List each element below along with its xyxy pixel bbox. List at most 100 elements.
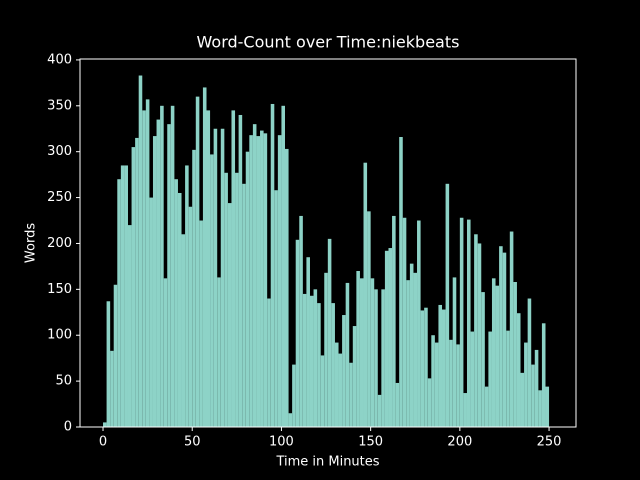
bar xyxy=(459,217,464,427)
bar xyxy=(142,110,146,428)
y-tick-label: 0 xyxy=(64,420,72,435)
bar xyxy=(188,206,193,427)
bar xyxy=(402,217,407,427)
bar xyxy=(285,148,289,427)
bar xyxy=(409,263,414,427)
bar xyxy=(327,238,332,427)
bar xyxy=(509,231,514,427)
bar xyxy=(520,372,525,427)
y-tick-label: 400 xyxy=(47,52,72,67)
bar xyxy=(313,289,318,427)
bar xyxy=(452,277,457,427)
bar xyxy=(445,183,450,427)
bar xyxy=(320,355,325,427)
bar xyxy=(481,292,485,427)
y-tick-label: 150 xyxy=(47,282,72,297)
x-tick-label: 0 xyxy=(99,435,107,450)
bar xyxy=(281,105,286,428)
bar xyxy=(202,87,207,427)
bar xyxy=(260,130,264,427)
bar xyxy=(399,137,403,427)
bar xyxy=(113,284,118,427)
bar xyxy=(263,133,268,427)
y-tick-label: 300 xyxy=(47,144,72,159)
bar xyxy=(463,393,467,427)
x-axis-label: Time in Minutes xyxy=(275,455,379,470)
bar xyxy=(302,293,307,427)
bar xyxy=(181,234,186,427)
bar xyxy=(466,219,471,427)
bar xyxy=(149,197,153,427)
chart-title: Word-Count over Time:niekbeats xyxy=(197,33,460,52)
bar xyxy=(356,270,360,427)
bar xyxy=(270,103,275,427)
bar xyxy=(349,362,353,427)
bar xyxy=(224,172,228,427)
bar xyxy=(477,243,482,427)
bar xyxy=(210,154,214,427)
bar xyxy=(206,110,211,428)
bar xyxy=(395,382,400,427)
bar xyxy=(370,278,375,427)
y-tick-label: 100 xyxy=(47,328,72,343)
bar xyxy=(417,220,421,427)
bar xyxy=(124,165,128,428)
bar xyxy=(427,378,432,427)
bar xyxy=(491,278,496,427)
bar xyxy=(220,128,225,427)
bar xyxy=(195,96,200,427)
bar xyxy=(117,179,121,427)
bar xyxy=(456,344,460,427)
bar xyxy=(420,310,425,427)
bar xyxy=(484,386,489,427)
bar xyxy=(217,277,221,427)
bar xyxy=(288,413,293,427)
bar xyxy=(317,303,321,427)
bar xyxy=(516,313,521,427)
bar xyxy=(495,285,500,427)
bar xyxy=(431,335,435,427)
bar xyxy=(174,179,178,427)
bar xyxy=(213,128,218,427)
bar xyxy=(384,250,389,427)
bar xyxy=(392,215,396,427)
bar xyxy=(345,282,350,427)
bar xyxy=(277,135,282,428)
bar xyxy=(438,304,443,427)
bar xyxy=(199,220,203,427)
bar xyxy=(127,225,132,427)
bar xyxy=(177,192,182,427)
bar xyxy=(131,147,136,428)
bar xyxy=(324,272,328,427)
x-tick-label: 250 xyxy=(537,435,562,450)
bar xyxy=(192,149,196,427)
bar xyxy=(342,315,346,427)
bar xyxy=(252,124,257,427)
y-tick-label: 250 xyxy=(47,190,72,205)
bar xyxy=(470,331,475,427)
bar xyxy=(170,105,175,428)
x-tick-label: 50 xyxy=(184,435,201,450)
bar xyxy=(474,234,478,427)
x-tick-label: 100 xyxy=(269,435,294,450)
bar xyxy=(167,124,171,427)
bar xyxy=(413,272,418,427)
bar xyxy=(138,75,143,427)
y-tick-label: 50 xyxy=(55,374,72,389)
bar xyxy=(267,298,271,427)
bar xyxy=(502,252,507,427)
bar xyxy=(506,330,510,427)
bar xyxy=(531,364,535,427)
bar xyxy=(331,303,335,427)
bar xyxy=(249,135,253,428)
bar xyxy=(381,289,385,427)
bar xyxy=(299,215,303,427)
bar xyxy=(292,364,296,427)
bar xyxy=(377,394,382,427)
bar xyxy=(338,353,343,427)
bar xyxy=(163,278,168,427)
bar xyxy=(499,246,503,427)
x-tick-label: 200 xyxy=(447,435,472,450)
bar xyxy=(295,239,300,427)
